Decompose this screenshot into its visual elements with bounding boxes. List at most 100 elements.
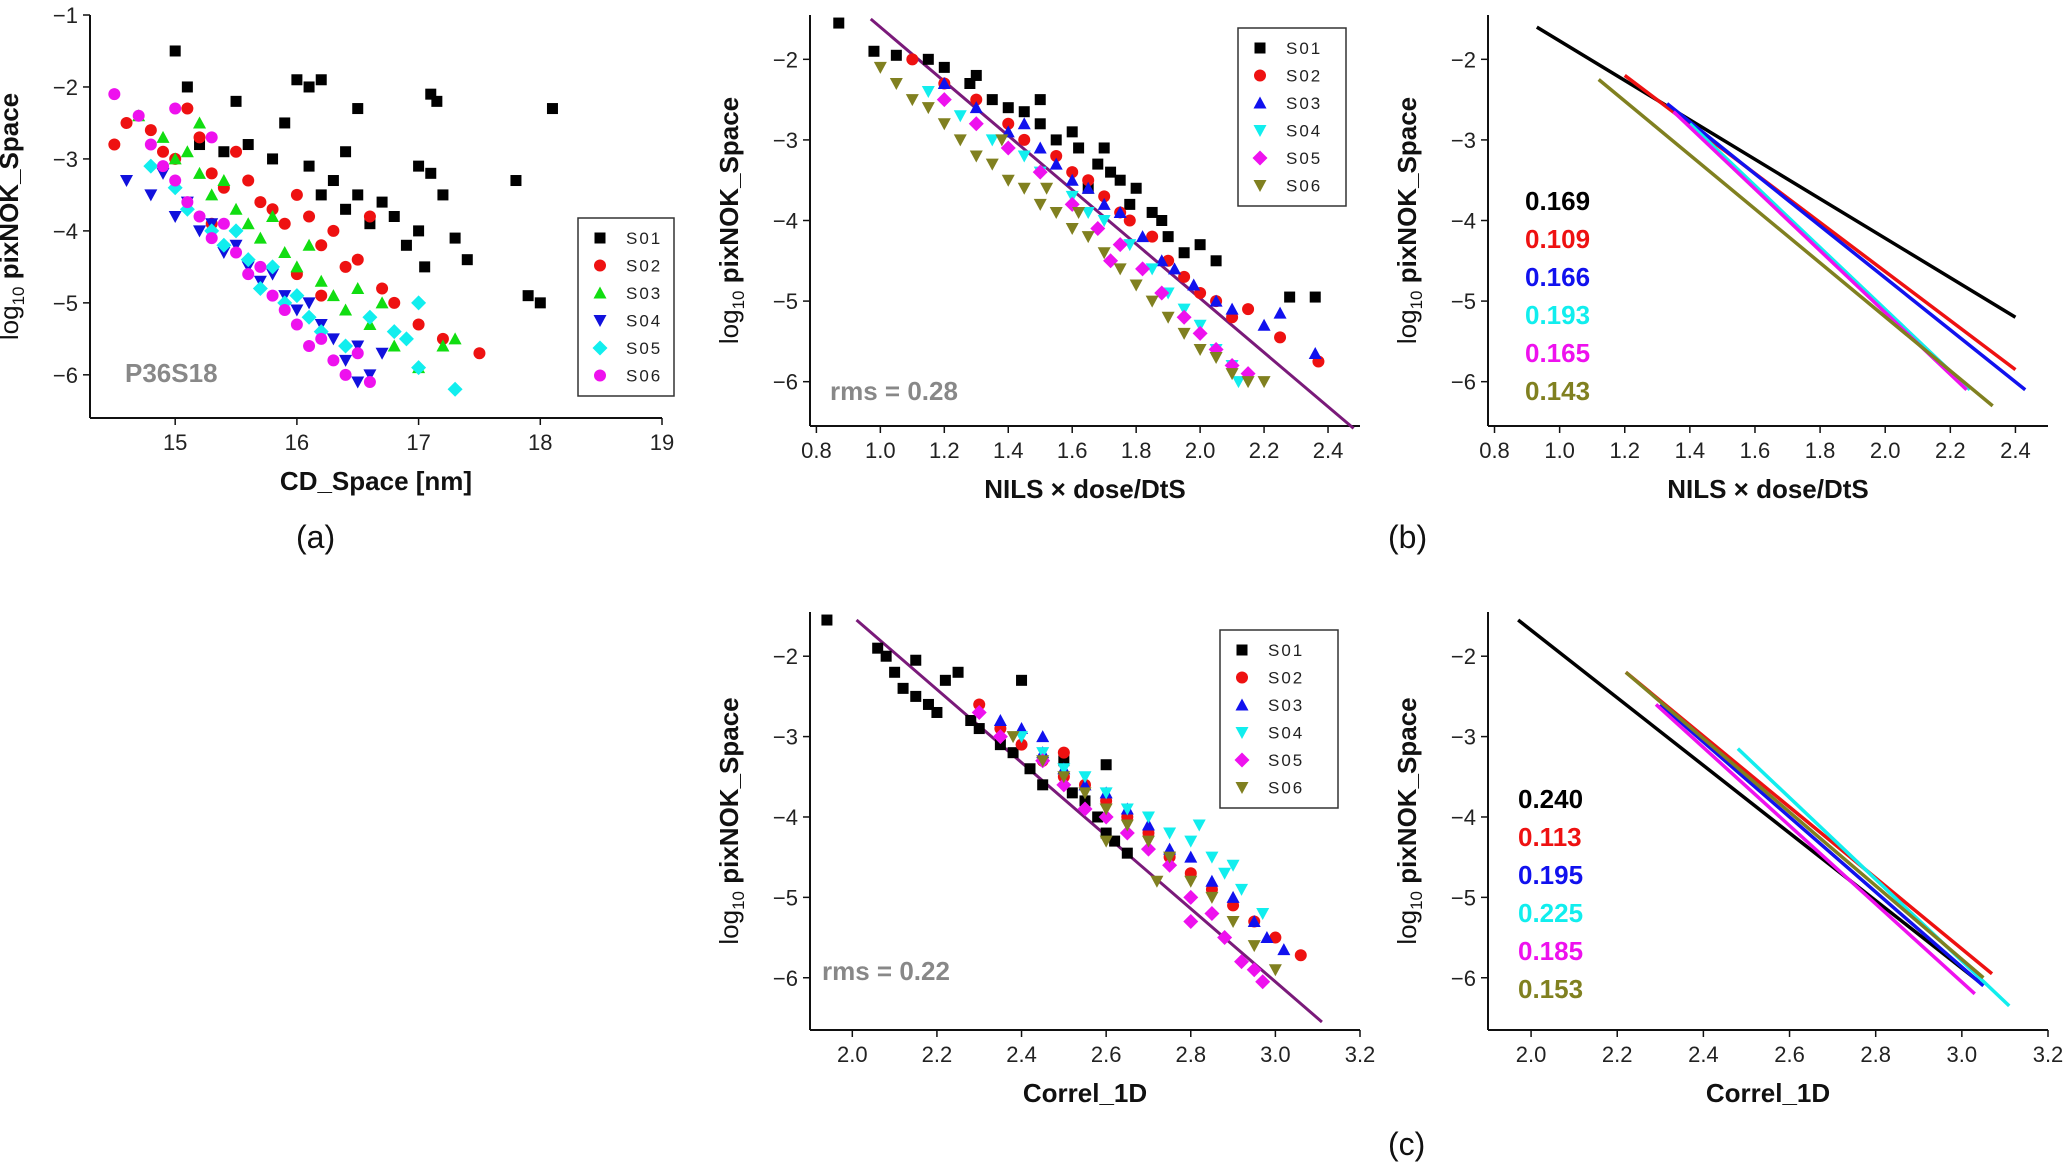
data-point bbox=[1255, 974, 1271, 990]
x-tick-label: 2.0 bbox=[837, 1042, 868, 1067]
data-point bbox=[992, 729, 1008, 745]
data-point bbox=[303, 81, 315, 93]
regression-line-s04 bbox=[1688, 122, 1972, 392]
data-point bbox=[1225, 302, 1239, 315]
caption-b: (b) bbox=[1388, 519, 1427, 555]
data-point bbox=[1065, 173, 1079, 186]
data-point bbox=[906, 53, 919, 66]
data-point bbox=[362, 309, 378, 325]
legend: S01 S02 S03 S04 S05 S06 bbox=[1237, 27, 1347, 207]
data-point bbox=[387, 339, 401, 352]
series-s03 bbox=[937, 77, 1322, 359]
data-point bbox=[931, 706, 943, 718]
data-point bbox=[315, 74, 327, 86]
data-point bbox=[339, 303, 353, 316]
data-point bbox=[1168, 262, 1182, 275]
data-point bbox=[120, 116, 133, 129]
data-point bbox=[1192, 325, 1208, 341]
data-point bbox=[1034, 94, 1046, 106]
caption-c: (c) bbox=[1388, 1126, 1425, 1162]
data-point bbox=[1066, 126, 1078, 138]
data-point bbox=[205, 167, 218, 180]
data-point bbox=[964, 78, 976, 89]
data-point bbox=[1057, 771, 1071, 784]
data-point bbox=[376, 282, 389, 295]
data-point bbox=[400, 239, 412, 251]
data-point bbox=[1017, 150, 1031, 163]
series-s04 bbox=[120, 167, 389, 389]
x-tick-label: 2.2 bbox=[1602, 1042, 1633, 1067]
data-point bbox=[1033, 141, 1047, 154]
data-point bbox=[1218, 867, 1232, 880]
data-point bbox=[953, 134, 967, 147]
data-point bbox=[315, 189, 327, 201]
data-point bbox=[193, 116, 207, 129]
x-tick-label: 1.2 bbox=[929, 438, 960, 463]
data-point bbox=[1049, 157, 1063, 170]
y-tick-label: −3 bbox=[773, 725, 798, 750]
data-point bbox=[1162, 857, 1178, 873]
x-tick-label: 2.4 bbox=[1006, 1042, 1037, 1067]
data-point bbox=[1113, 205, 1127, 218]
data-point bbox=[889, 78, 903, 90]
data-point bbox=[388, 296, 401, 309]
data-point bbox=[1204, 905, 1220, 921]
data-point bbox=[388, 211, 400, 222]
data-point bbox=[1066, 166, 1079, 179]
data-point bbox=[169, 45, 181, 57]
data-point bbox=[993, 714, 1007, 727]
legend-label-s02: S02 bbox=[1268, 669, 1304, 688]
data-point bbox=[873, 61, 887, 74]
data-point bbox=[534, 297, 546, 309]
slope-label-s02: 0.109 bbox=[1525, 224, 1590, 254]
data-point bbox=[315, 239, 328, 252]
data-point bbox=[1098, 190, 1111, 203]
x-tick-label: 17 bbox=[406, 430, 430, 455]
data-point bbox=[1308, 346, 1322, 359]
data-point bbox=[1034, 118, 1046, 130]
data-point bbox=[522, 290, 534, 302]
data-point bbox=[230, 95, 242, 107]
data-point bbox=[1001, 125, 1015, 138]
y-tick-label: −4 bbox=[53, 219, 78, 244]
legend-label-s01: S01 bbox=[1286, 39, 1322, 58]
data-point bbox=[217, 246, 231, 259]
data-point bbox=[1141, 818, 1155, 831]
data-point bbox=[314, 274, 328, 287]
data-point bbox=[327, 224, 340, 237]
y-axis-label: log10 pixNOK_Space bbox=[714, 97, 748, 344]
data-point bbox=[265, 259, 281, 275]
data-point bbox=[108, 138, 121, 151]
data-point bbox=[1002, 102, 1014, 114]
x-tick-label: 15 bbox=[163, 430, 187, 455]
regression-line-s06 bbox=[1624, 670, 1985, 980]
data-point bbox=[880, 650, 892, 662]
data-point bbox=[1099, 835, 1113, 848]
data-point bbox=[303, 340, 316, 353]
data-point bbox=[937, 118, 951, 131]
data-point bbox=[363, 369, 377, 382]
data-point bbox=[965, 715, 977, 727]
data-point bbox=[1124, 198, 1136, 210]
legend: S01 S02 S03 S04 S05 S06 bbox=[1219, 629, 1339, 809]
data-point bbox=[1077, 801, 1093, 817]
series-s01 bbox=[821, 614, 1133, 859]
y-tick-label: −3 bbox=[53, 147, 78, 172]
data-point bbox=[266, 203, 279, 216]
data-point bbox=[1078, 787, 1092, 800]
data-point bbox=[386, 324, 402, 340]
x-axis-label: CD_Space [nm] bbox=[280, 466, 472, 496]
data-point bbox=[1015, 722, 1029, 735]
x-axis-label: NILS × dose/DtS bbox=[1667, 474, 1869, 504]
data-point bbox=[351, 376, 365, 389]
y-tick-label: −6 bbox=[1451, 966, 1476, 991]
data-point bbox=[1274, 331, 1287, 344]
data-point bbox=[1097, 215, 1111, 227]
slope-label-s06: 0.153 bbox=[1518, 974, 1583, 1004]
legend-label-s05: S05 bbox=[626, 339, 662, 358]
data-point bbox=[315, 289, 328, 302]
data-point bbox=[326, 289, 340, 302]
data-point bbox=[1205, 874, 1219, 887]
y-tick-label: −4 bbox=[1451, 805, 1476, 830]
data-point bbox=[985, 134, 999, 147]
